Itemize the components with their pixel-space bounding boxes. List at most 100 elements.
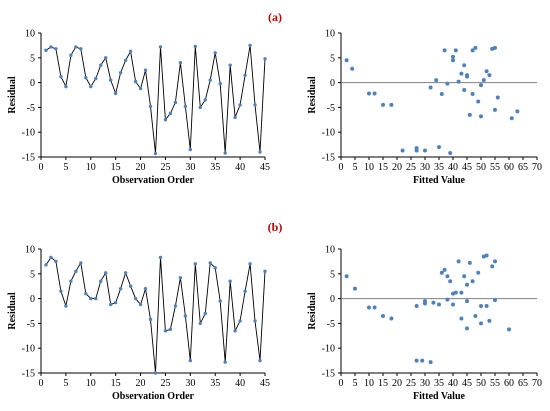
y-tick-label: 10 [325, 29, 335, 40]
data-point [223, 151, 227, 155]
data-point [233, 329, 237, 333]
y-tick-label: 5 [30, 53, 35, 64]
data-point [133, 296, 138, 301]
x-tick-label: 5 [63, 378, 68, 389]
x-tick-label: 30 [420, 378, 430, 389]
y-tick-label: -10 [322, 128, 335, 139]
data-point [465, 282, 469, 287]
data-point [218, 81, 222, 86]
data-point [208, 78, 212, 82]
data-point [479, 114, 483, 119]
x-tick-label: 45 [462, 378, 472, 389]
data-point [79, 47, 83, 51]
data-point [414, 146, 419, 151]
y-tick-label: 0 [30, 294, 35, 305]
data-point [178, 61, 183, 65]
x-tick-label: 30 [185, 162, 195, 173]
data-point [94, 296, 98, 301]
data-point [253, 103, 257, 107]
x-tick-label: 5 [353, 162, 358, 173]
data-point [344, 58, 349, 63]
data-point [479, 304, 483, 309]
y-tick-label: 5 [30, 269, 35, 280]
x-tick-label: 10 [86, 162, 96, 173]
x-tick-label: 5 [63, 162, 68, 173]
data-point [188, 147, 193, 152]
x-tick-label: 60 [504, 162, 514, 173]
x-tick-label: 50 [476, 162, 486, 173]
data-point [173, 304, 178, 308]
x-tick-label: 15 [111, 162, 121, 173]
data-point [143, 286, 148, 291]
data-point [467, 260, 472, 265]
x-tick-label: 40 [448, 162, 458, 173]
x-axis-title: Observation Order [112, 175, 194, 186]
x-tick-label: 15 [378, 378, 388, 389]
data-point [69, 279, 73, 283]
data-point [193, 44, 198, 49]
x-tick-label: 35 [434, 378, 444, 389]
data-point [442, 267, 447, 272]
data-point [344, 274, 349, 279]
data-point [213, 266, 217, 270]
x-tick-label: 20 [392, 378, 402, 389]
x-tick-label: 35 [210, 162, 220, 173]
y-tick-label: -5 [27, 103, 35, 114]
data-point [59, 289, 63, 293]
x-tick-label: 55 [490, 162, 500, 173]
x-tick-label: 30 [420, 162, 430, 173]
x-tick-label: 65 [518, 162, 528, 173]
data-point [258, 150, 262, 154]
data-point [123, 58, 128, 62]
data-point [462, 88, 467, 93]
y-tick-label: -5 [327, 319, 335, 330]
x-axis-title: Fitted Value [413, 175, 466, 186]
data-point [203, 98, 207, 102]
data-point [448, 279, 453, 284]
data-point [203, 311, 207, 316]
data-point [263, 57, 267, 61]
x-tick-label: 15 [378, 162, 388, 173]
data-point [153, 151, 158, 156]
data-point [123, 271, 128, 275]
data-point [484, 304, 489, 309]
data-point [487, 318, 492, 323]
data-point [459, 290, 464, 295]
x-tick-label: 50 [476, 378, 486, 389]
x-tick-label: 10 [86, 378, 96, 389]
data-point [69, 53, 73, 58]
data-point [400, 148, 405, 153]
data-point [367, 305, 371, 310]
x-axis-title: Fitted Value [413, 391, 466, 402]
data-point [495, 95, 500, 100]
x-tick-label: 0 [339, 162, 344, 173]
data-point [74, 269, 78, 274]
x-tick-label: 20 [392, 162, 402, 173]
data-point [128, 49, 133, 54]
data-point [437, 302, 441, 307]
data-point [493, 298, 497, 303]
data-point [423, 299, 427, 304]
data-point [487, 73, 492, 78]
data-point [451, 58, 455, 63]
x-tick-label: 65 [518, 378, 528, 389]
data-point [445, 81, 450, 86]
data-point [423, 148, 427, 153]
data-point [462, 63, 467, 68]
data-point [448, 151, 453, 156]
data-point [233, 115, 237, 120]
y-tick-label: -15 [22, 153, 35, 164]
y-axis-title: Residual [307, 76, 318, 113]
data-point [84, 75, 88, 80]
data-point [467, 112, 472, 117]
y-tick-label: -5 [27, 319, 35, 330]
chart-b-observation-order: -15 -10 -5 0 5 10 0 5 10 15 20 25 30 35 40 45 Observatio… [7, 245, 270, 403]
data-point [84, 291, 88, 296]
data-point [476, 99, 481, 104]
data-point [89, 296, 93, 301]
data-point [263, 269, 267, 274]
data-point [451, 54, 455, 59]
x-tick-label: 45 [260, 162, 270, 173]
data-point [158, 255, 163, 260]
